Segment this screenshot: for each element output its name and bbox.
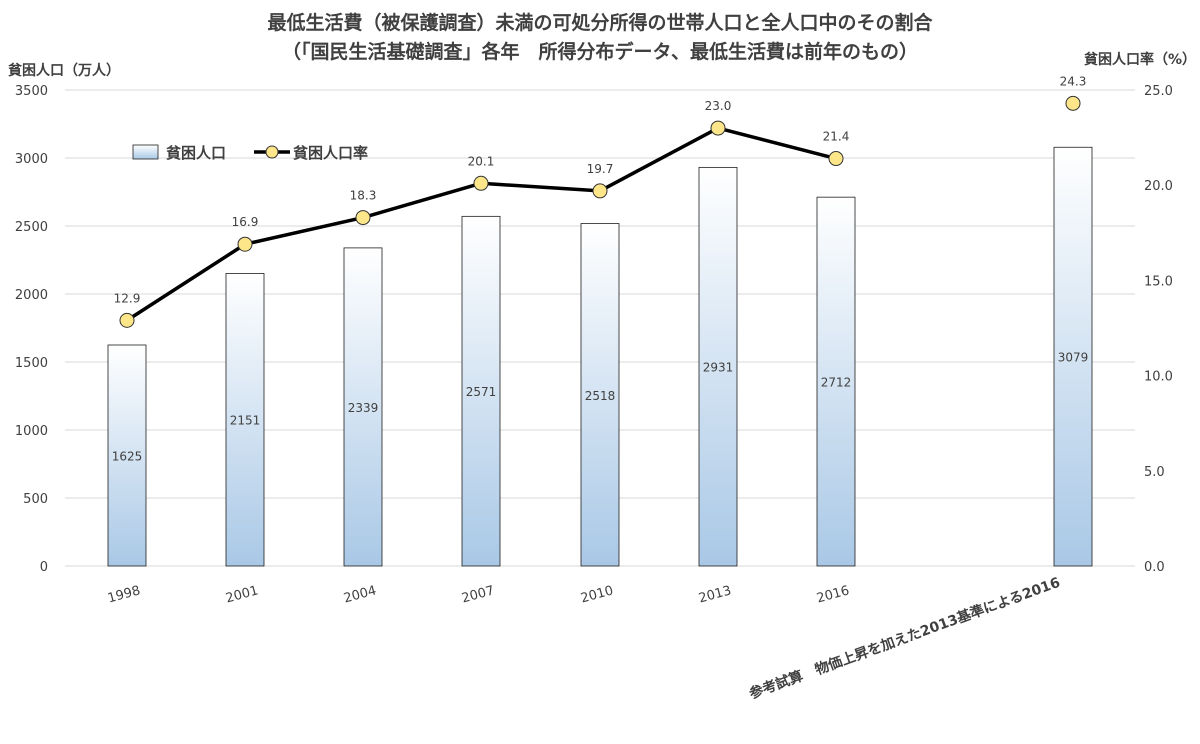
bar-value-label: 1625 (112, 450, 143, 464)
y-left-tick-label: 2000 (15, 288, 48, 303)
x-tick-label: 2001 (224, 583, 260, 606)
legend-bar-label: 貧困人口 (166, 144, 226, 162)
line-value-label: 19.7 (587, 162, 614, 176)
line-value-label: 23.0 (705, 99, 732, 113)
y-left-tick-label: 1000 (15, 424, 48, 439)
x-tick-label: 参考試算 物価上昇を加えた2013基準による2016 (747, 574, 1062, 703)
x-tick-label: 2004 (342, 583, 378, 606)
line-marker (710, 120, 726, 136)
line-marker (355, 210, 371, 226)
bar-value-label: 3079 (1058, 351, 1089, 365)
bar (225, 273, 265, 567)
legend-bar-swatch (132, 144, 159, 160)
bar-value-label: 2151 (230, 414, 261, 428)
line-value-label: 18.3 (350, 189, 377, 203)
x-tick-label: 2013 (697, 583, 733, 606)
line-marker (237, 236, 253, 252)
bar (698, 166, 738, 567)
line-marker (828, 151, 844, 167)
x-tick-label: 2016 (815, 583, 851, 606)
line-value-label: 16.9 (232, 215, 259, 229)
y-right-tick-label: 5.0 (1144, 465, 1165, 480)
y-left-tick-label: 2500 (15, 220, 48, 235)
bar (580, 223, 620, 567)
line-value-label: 24.3 (1060, 74, 1087, 88)
bar (343, 247, 383, 567)
y-left-tick-label: 0 (40, 560, 48, 575)
line-value-label: 21.4 (823, 130, 850, 144)
y-right-tick-label: 15.0 (1144, 274, 1173, 289)
y-right-tick-label: 10.0 (1144, 370, 1173, 385)
bar (107, 344, 147, 567)
bar (461, 215, 501, 567)
y-left-tick-label: 3500 (15, 84, 48, 99)
y-right-tick-label: 25.0 (1144, 84, 1173, 99)
line-value-label: 12.9 (114, 291, 141, 305)
legend-line-marker (265, 145, 279, 159)
line-value-label: 20.1 (468, 154, 495, 168)
x-tick-label: 2007 (460, 583, 496, 606)
y-left-tick-label: 3000 (15, 152, 48, 167)
chart-title: 最低生活費（被保護調査）未満の可処分所得の世帯人口と全人口中のその割合 (267, 11, 933, 34)
bar-value-label: 2712 (821, 376, 852, 390)
bar-value-label: 2571 (466, 385, 497, 399)
line-marker (473, 175, 489, 191)
y-right-tick-label: 0.0 (1144, 560, 1165, 575)
line-marker (1065, 95, 1081, 111)
legend: 貧困人口 貧困人口率 (132, 144, 368, 162)
x-tick-label: 2010 (579, 583, 615, 606)
legend-line-label: 貧困人口率 (293, 144, 368, 162)
bar (1053, 146, 1093, 567)
bar-value-label: 2339 (348, 401, 379, 415)
y-left-tick-label: 1500 (15, 356, 48, 371)
y-left-axis-title: 貧困人口（万人） (8, 62, 120, 79)
bar-value-label: 2931 (703, 361, 734, 375)
line-marker (119, 312, 135, 328)
chart-subtitle: （「国民生活基礎調査」各年 所得分布データ、最低生活費は前年のもの） (282, 40, 918, 63)
x-tick-label: 1998 (106, 583, 142, 606)
line-marker (592, 183, 608, 199)
y-left-tick-label: 500 (23, 492, 48, 507)
bar-value-label: 2518 (585, 389, 616, 403)
y-right-tick-label: 20.0 (1144, 179, 1173, 194)
bar (816, 196, 856, 567)
y-right-axis-title: 貧困人口率（%） (1084, 51, 1196, 68)
